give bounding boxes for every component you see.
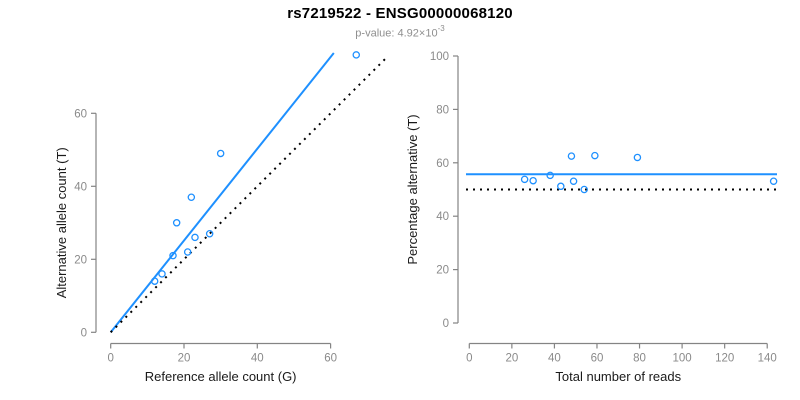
data-point — [352, 51, 361, 59]
data-point — [520, 175, 529, 184]
data-point — [172, 219, 181, 227]
y-tick-label: 60 — [74, 108, 87, 120]
x-tick-label: 80 — [633, 353, 646, 365]
data-point — [205, 229, 214, 238]
data-point — [591, 151, 599, 160]
figure-subtitle: p-value: 4.92×10-3 — [0, 24, 800, 40]
x-tick-label: 20 — [505, 353, 518, 365]
y-tick-label: 80 — [436, 104, 449, 116]
data-point — [150, 277, 159, 285]
fitted-line — [109, 52, 335, 333]
left-panel: 0 20 40 60 0 20 40 60 Reference allele count (G)… — [54, 51, 388, 384]
x-tick-label: 100 — [673, 353, 692, 365]
x-tick-label: 40 — [251, 353, 264, 365]
right-panel: 0 20 40 60 80 100 0 20 40 60 80 100 120 140 Total numb… — [405, 51, 778, 384]
x-tick-label: 0 — [107, 353, 113, 365]
y-tick-label: 0 — [81, 327, 87, 339]
y-tick-label: 40 — [436, 211, 449, 223]
x-tick-label: 120 — [715, 353, 734, 365]
data-point — [633, 153, 642, 162]
x-tick-label: 0 — [466, 353, 472, 365]
data-point — [580, 185, 588, 194]
y-tick-label: 20 — [74, 254, 87, 266]
x-tick-label: 20 — [178, 353, 191, 365]
x-tick-label: 140 — [758, 353, 777, 365]
data-point — [557, 182, 565, 191]
data-point — [158, 270, 166, 278]
x-axis-title: Total number of reads — [555, 369, 681, 384]
data-point — [567, 152, 576, 160]
identity-line — [109, 56, 388, 334]
y-tick-label: 100 — [430, 51, 449, 63]
y-tick-label: 60 — [436, 158, 449, 170]
data-point — [529, 176, 537, 185]
x-axis-title: Reference allele count (G) — [145, 369, 297, 384]
data-point — [216, 149, 225, 158]
data-point — [169, 251, 177, 260]
data-point — [769, 177, 778, 185]
y-tick-label: 40 — [74, 181, 87, 193]
pvalue-exponent: -3 — [437, 24, 445, 33]
y-axis-title: Percentage alternative (T) — [405, 114, 420, 264]
data-point — [191, 233, 199, 242]
data-point — [183, 248, 192, 256]
y-tick-label: 0 — [443, 318, 449, 330]
pvalue-text: p-value: 4.92×10 — [355, 27, 438, 40]
y-tick-label: 20 — [436, 265, 449, 277]
x-tick-label: 60 — [324, 353, 337, 365]
x-tick-label: 40 — [548, 353, 561, 365]
x-tick-label: 60 — [591, 353, 604, 365]
data-point — [546, 171, 554, 180]
y-axis-title: Alternative allele count (T) — [54, 147, 69, 298]
figure-title: rs7219522 - ENSG00000068120 — [287, 5, 513, 22]
data-point — [569, 177, 578, 185]
data-point — [187, 193, 196, 201]
